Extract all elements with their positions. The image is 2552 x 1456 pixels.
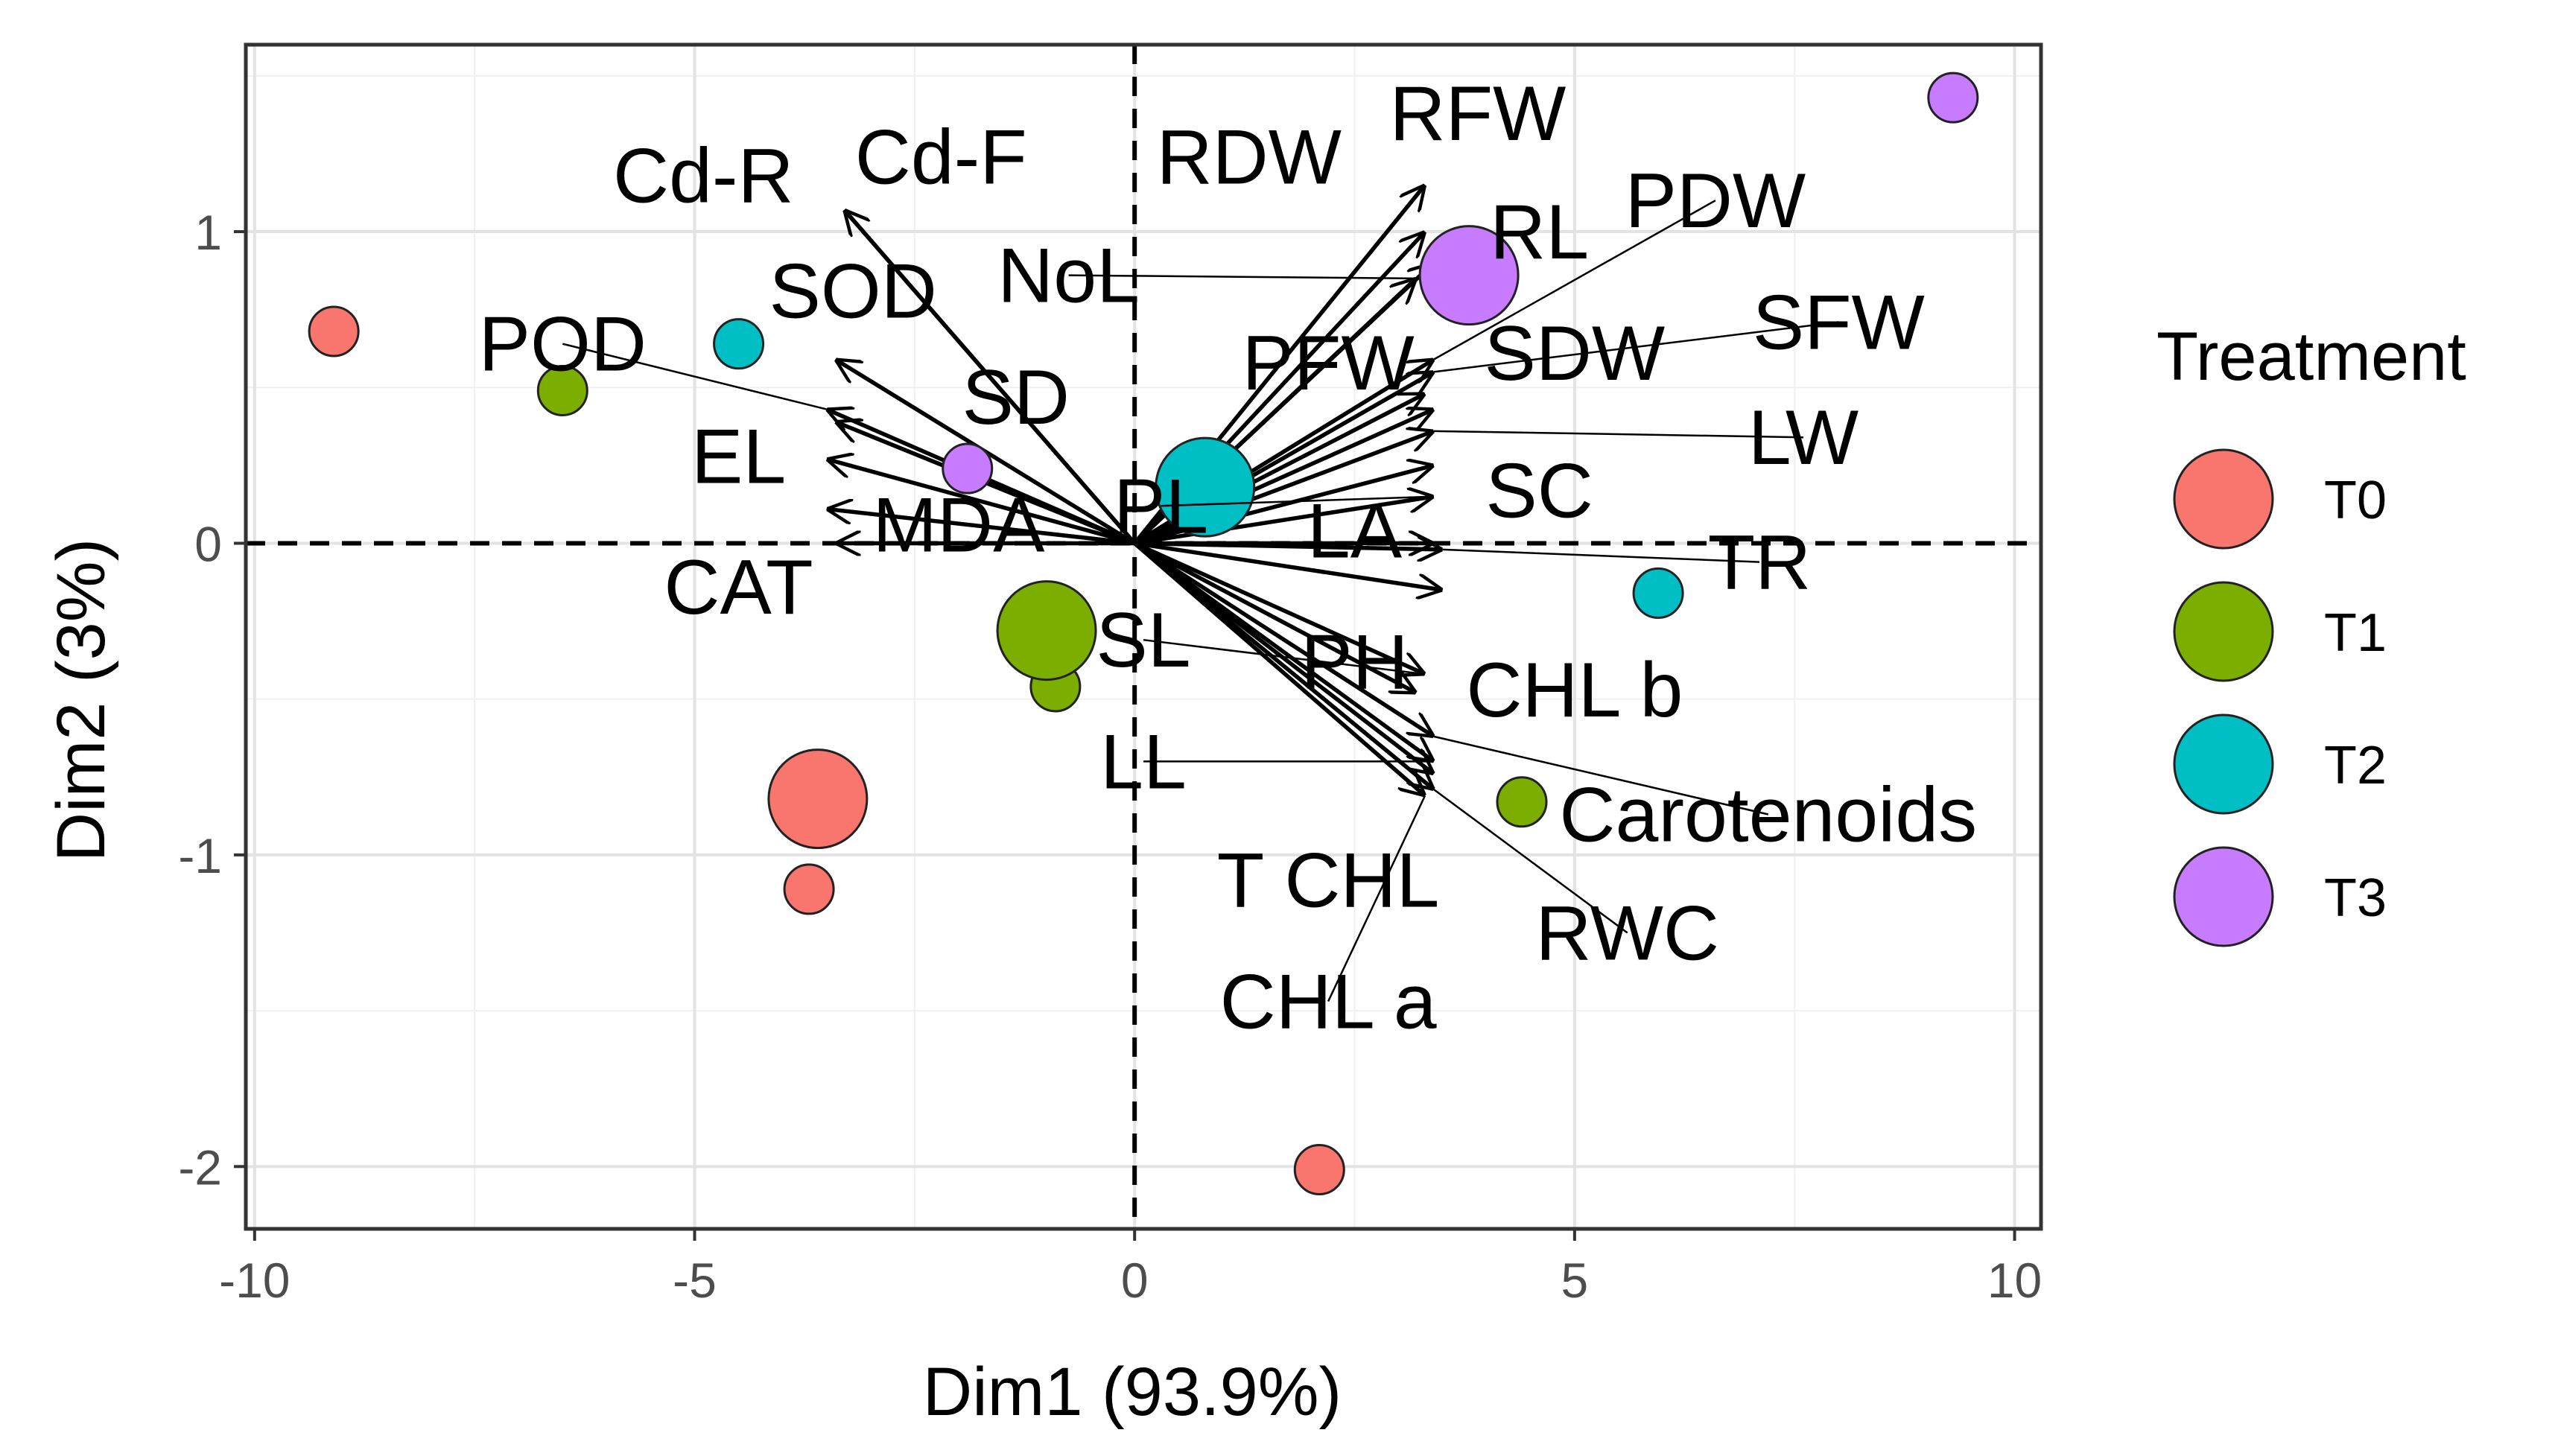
label-leader-carotenoids	[1433, 735, 1769, 816]
variable-label-sod: SOD	[769, 249, 936, 335]
variable-label-pdw: PDW	[1625, 158, 1806, 244]
y-tick-label: 0	[194, 516, 222, 571]
point-t0	[783, 863, 835, 915]
variable-arrow-carotenoids	[1133, 541, 1434, 736]
variable-label-t-chl: T CHL	[1217, 837, 1440, 923]
legend-label-t1: T1	[2324, 603, 2387, 663]
y-tick-label: 1	[194, 205, 222, 260]
x-axis-title: Dim1 (93.9%)	[923, 1354, 1342, 1430]
variable-label-cd-r: Cd-R	[613, 133, 794, 220]
point-t0	[308, 305, 360, 357]
variable-arrow-sl	[1134, 541, 1425, 674]
label-leader-pod	[562, 343, 828, 410]
label-leader-pdw	[1433, 200, 1716, 360]
variable-label-pl: PL	[1114, 463, 1208, 550]
legend-label-t3: T3	[2324, 868, 2387, 928]
x-tick-label: -5	[673, 1253, 717, 1308]
x-tick-label: 5	[1561, 1253, 1589, 1308]
centroid-t0	[767, 748, 869, 850]
variable-label-cat: CAT	[664, 544, 813, 631]
variable-label-chl-b: CHL b	[1466, 647, 1683, 734]
label-leader-chl-a	[1327, 795, 1426, 1002]
label-leader-lw	[1433, 430, 1804, 439]
legend-key-t2	[2173, 713, 2274, 815]
variable-label-sd: SD	[962, 355, 1069, 441]
label-leader-sfw	[1433, 321, 1839, 373]
points-layer	[308, 71, 1979, 1195]
variable-label-cd-f: Cd-F	[855, 115, 1027, 201]
x-tick-label: 0	[1121, 1253, 1149, 1308]
legend-key-t1	[2173, 581, 2274, 682]
label-leader-sl	[1143, 638, 1426, 675]
y-axis-title: Dim2 (3%)	[43, 538, 119, 862]
variable-label-ll: LL	[1100, 719, 1187, 805]
label-leader-tr	[1442, 548, 1760, 563]
x-tick-label: 10	[1987, 1253, 2042, 1308]
variable-label-chl-a: CHL a	[1220, 959, 1437, 1046]
variable-label-tr: TR	[1708, 520, 1812, 606]
variable-label-rdw: RDW	[1157, 115, 1342, 201]
legend-key-t0	[2173, 448, 2274, 550]
variable-arrow-tr	[1134, 543, 1442, 549]
label-leader-nol	[1068, 274, 1417, 280]
point-t1	[536, 364, 588, 416]
variable-arrow-mda	[827, 509, 1135, 546]
y-tick-label: -2	[178, 1139, 222, 1195]
legend-title: Treatment	[2156, 319, 2466, 395]
variable-arrow-pl	[1134, 497, 1434, 546]
axes-layer: -10 -5 0 5 10-2-101	[178, 205, 2042, 1308]
label-leader-rwc	[1433, 789, 1628, 934]
variable-label-ph: PH	[1301, 619, 1408, 705]
point-t1	[1496, 776, 1548, 828]
variable-arrow-cd-f	[844, 210, 1137, 545]
legend-key-t3	[2173, 846, 2274, 947]
variable-arrow-chl-b	[1134, 541, 1442, 590]
point-t2	[713, 318, 765, 370]
legend: Treatment T0 T1 T2 T3	[2156, 319, 2466, 947]
point-t2	[1632, 567, 1684, 619]
variable-arrow-el	[827, 460, 1135, 546]
variable-label-sdw: SDW	[1485, 311, 1666, 397]
variable-label-lw: LW	[1748, 395, 1859, 481]
variable-label-el: EL	[691, 413, 786, 500]
y-tick-label: -1	[178, 828, 222, 883]
variable-label-mda: MDA	[872, 482, 1045, 568]
point-t0	[1293, 1144, 1345, 1195]
centroid-t2	[1155, 436, 1256, 538]
variable-label-sfw: SFW	[1753, 279, 1925, 366]
point-t3	[942, 442, 994, 495]
variable-label-pfw: PFW	[1242, 320, 1415, 407]
variable-arrows-layer	[827, 185, 1443, 795]
centroid-t3	[1418, 225, 1520, 326]
variable-label-nol: NoL	[997, 233, 1140, 320]
variable-label-rwc: RWC	[1536, 891, 1720, 977]
variable-label-sc: SC	[1485, 448, 1593, 534]
legend-label-t2: T2	[2324, 736, 2387, 795]
legend-items: T0 T1 T2 T3	[2173, 448, 2387, 947]
x-tick-label: -10	[219, 1253, 290, 1308]
variable-label-la: LA	[1307, 489, 1403, 575]
legend-label-t0: T0	[2324, 471, 2387, 530]
variable-label-sl: SL	[1096, 597, 1190, 684]
variable-arrow-chl-a	[1133, 541, 1425, 795]
plot-panel-border	[244, 42, 2043, 1231]
variable-label-rfw: RFW	[1390, 71, 1567, 157]
centroid-t1	[996, 580, 1097, 681]
variable-label-pod: POD	[479, 302, 647, 388]
variable-label-rl: RL	[1490, 189, 1589, 276]
variable-label-carotenoids: Carotenoids	[1559, 772, 1977, 859]
point-t3	[1927, 71, 1979, 124]
label-leader-pl	[1161, 495, 1434, 507]
